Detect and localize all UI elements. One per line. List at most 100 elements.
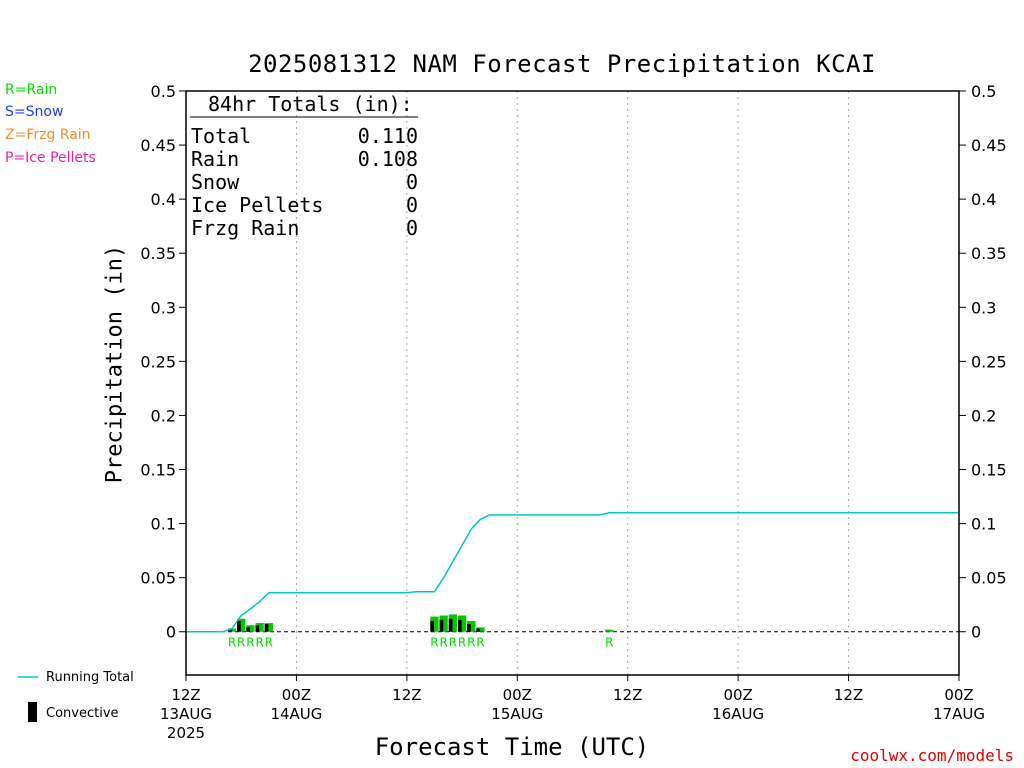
y-tick-label-right: 0.5: [971, 82, 996, 101]
y-tick-label-right: 0.4: [971, 190, 996, 209]
precip-type-marker: R: [246, 636, 254, 650]
precip-bar: [255, 623, 264, 632]
convective-bar: [264, 624, 269, 632]
totals-row-label: Total: [191, 124, 251, 148]
y-tick-label: 0: [166, 623, 176, 642]
x-tick-label: 12Z: [834, 686, 863, 704]
convective-bar: [246, 627, 251, 632]
precip-type-marker: R: [255, 636, 263, 650]
convective-bar: [255, 625, 260, 632]
y-tick-label: 0.3: [151, 298, 176, 317]
x-tick-label: 00Z: [723, 686, 752, 704]
convective-bar: [448, 618, 453, 632]
y-tick-label-right: 0.25: [971, 352, 1007, 371]
y-tick-label-right: 0.3: [971, 298, 996, 317]
legend-running-total-label: Running Total: [46, 670, 134, 685]
precip-bar: [237, 618, 246, 632]
totals-row-value: 0: [406, 216, 418, 240]
precip-bar: [264, 623, 273, 632]
convective-bar: [227, 629, 232, 632]
y-tick-label-right: 0.2: [971, 406, 996, 425]
axes: 0 00.05 0.050.1 0.10.15 0.150.2 0.20.25 0.250.…: [140, 82, 1006, 742]
convective-bar: [430, 620, 435, 632]
x-axis-title: Forecast Time (UTC): [374, 733, 650, 761]
convective-bar: [467, 624, 471, 632]
x-tick-label: 00Z: [282, 686, 311, 704]
y-tick-label: 0.4: [151, 190, 176, 209]
x-tick-label: 12Z: [392, 686, 421, 704]
y-tick-label-right: 0.35: [971, 244, 1007, 263]
x-tick-date-label: 17AUG: [933, 705, 985, 723]
x-tick-label: 12Z: [171, 686, 200, 704]
x-tick-date-label: 15AUG: [491, 705, 543, 723]
y-axis-title: Precipitation (in): [102, 244, 128, 484]
precip-type-marker: R: [265, 636, 273, 650]
totals-row-label: Frzg Rain: [191, 216, 299, 240]
x-tick-label: 00Z: [503, 686, 532, 704]
convective-bar: [439, 619, 444, 632]
y-tick-label-right: 0.15: [971, 461, 1007, 480]
convective-bar: [457, 619, 462, 632]
precip-type-marker: R: [467, 636, 475, 650]
totals-box: 84hr Totals (in): Total 0.110 Rain 0.108 Snow…: [190, 92, 418, 240]
precip-type-marker: R: [228, 636, 236, 650]
y-tick-label: 0.5: [151, 82, 176, 101]
y-tick-label-right: 0: [971, 623, 981, 642]
grid-lines: [186, 91, 959, 675]
precip-type-marker: R: [476, 636, 484, 650]
totals-row-value: 0.110: [358, 124, 418, 148]
totals-row-value: 0.108: [358, 147, 418, 171]
precip-type-marker: R: [430, 636, 438, 650]
totals-header: 84hr Totals (in):: [208, 92, 413, 116]
plot-frame: [185, 90, 960, 676]
y-tick-label-right: 0.05: [971, 569, 1007, 588]
precip-bar: [476, 627, 485, 632]
totals-row-label: Rain: [191, 147, 239, 171]
precip-bar: [457, 615, 467, 632]
legend-freezing-rain: Z=Frzg Rain: [5, 127, 91, 143]
convective-bar: [476, 628, 481, 632]
y-tick-label: 0.15: [140, 461, 176, 480]
x-tick-date-label: 14AUG: [270, 705, 322, 723]
running-total-line: [186, 512, 959, 633]
running-total-line-group: [186, 512, 959, 633]
precip-bar: [246, 625, 255, 632]
precip-bar: [227, 628, 237, 632]
x-tick-label: 00Z: [944, 686, 973, 704]
precip-bar: [467, 620, 476, 632]
legend-ice-pellets: P=Ice Pellets: [5, 150, 96, 166]
convective-swatch: [28, 702, 37, 722]
totals-row-label: Snow: [191, 170, 240, 194]
y-tick-label: 0.2: [151, 406, 176, 425]
chart-title: 2025081312 NAM Forecast Precipitation KC…: [248, 50, 876, 78]
totals-row-value: 0: [406, 193, 418, 217]
totals-row-label: Ice Pellets: [191, 193, 323, 217]
y-tick-label: 0.25: [140, 352, 176, 371]
precip-type-marker: R: [439, 636, 447, 650]
totals-row-value: 0: [406, 170, 418, 194]
y-tick-label: 0.1: [151, 515, 176, 534]
precip-bar: [430, 616, 439, 632]
precip-type-marker: R: [449, 636, 457, 650]
x-tick-date-label: 16AUG: [712, 705, 764, 723]
x-tick-year-label: 2025: [167, 724, 205, 742]
y-tick-label-right: 0.1: [971, 515, 996, 534]
convective-bar: [237, 620, 241, 632]
y-tick-label-right: 0.45: [971, 136, 1007, 155]
y-tick-label: 0.45: [140, 136, 176, 155]
x-tick-date-label: 13AUG: [160, 705, 212, 723]
x-tick-label: 12Z: [613, 686, 642, 704]
bottom-legend: [18, 676, 38, 722]
precip-type-marker: R: [605, 636, 613, 650]
legend-rain: R=Rain: [5, 82, 58, 98]
precip-type-marker: R: [237, 636, 245, 650]
precip-type-marker: R: [458, 636, 466, 650]
y-tick-label: 0.35: [140, 244, 176, 263]
precip-bar: [605, 629, 614, 632]
credit-link[interactable]: coolwx.com/models: [850, 746, 1014, 765]
precip-bar: [448, 614, 458, 632]
y-tick-label: 0.05: [140, 569, 176, 588]
precip-bar: [439, 615, 448, 632]
